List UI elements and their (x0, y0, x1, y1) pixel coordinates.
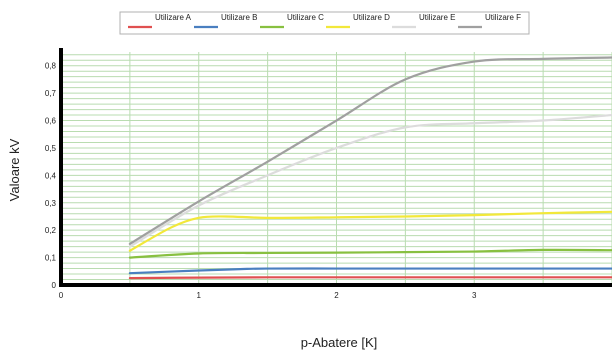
x-axis-label: p-Abatere [K] (301, 335, 378, 350)
series-layer (128, 56, 612, 280)
legend-label: Utilizare A (155, 13, 192, 22)
y-axis-label: Valoare kV (7, 138, 22, 201)
y-tick-label: 0 (52, 281, 57, 290)
tick-labels: 0 0,1 0,2 0,3 0,4 0,5 0,6 0,7 0,8 0 1 2 3 (45, 62, 477, 300)
legend-label: Utilizare F (485, 13, 521, 22)
legend-label: Utilizare C (287, 13, 324, 22)
legend-label: Utilizare B (221, 13, 257, 22)
y-tick-label: 0,6 (45, 117, 57, 126)
series-line-c (128, 248, 612, 259)
legend: Utilizare A Utilizare B Utilizare C Utiliza… (119, 11, 530, 35)
x-tick-label: 2 (334, 291, 339, 300)
x-tick-label: 0 (59, 291, 64, 300)
series-line-d (128, 210, 612, 252)
legend-label: Utilizare D (353, 13, 390, 22)
y-tick-label: 0,2 (45, 226, 57, 235)
y-tick-label: 0,7 (45, 89, 57, 98)
series-line-f (128, 56, 612, 245)
series-line-b (128, 267, 612, 275)
legend-box (119, 11, 530, 35)
y-tick-label: 0,5 (45, 144, 57, 153)
y-tick-label: 0,4 (45, 171, 57, 180)
axes (59, 48, 612, 287)
series-line-a (128, 276, 612, 280)
x-tick-label: 1 (197, 291, 202, 300)
legend-label: Utilizare E (419, 13, 455, 22)
x-tick-label: 3 (472, 291, 477, 300)
y-tick-label: 0,8 (45, 62, 57, 71)
y-tick-label: 0,1 (45, 254, 57, 263)
y-tick-label: 0,3 (45, 199, 57, 208)
series-line-e (128, 113, 612, 248)
